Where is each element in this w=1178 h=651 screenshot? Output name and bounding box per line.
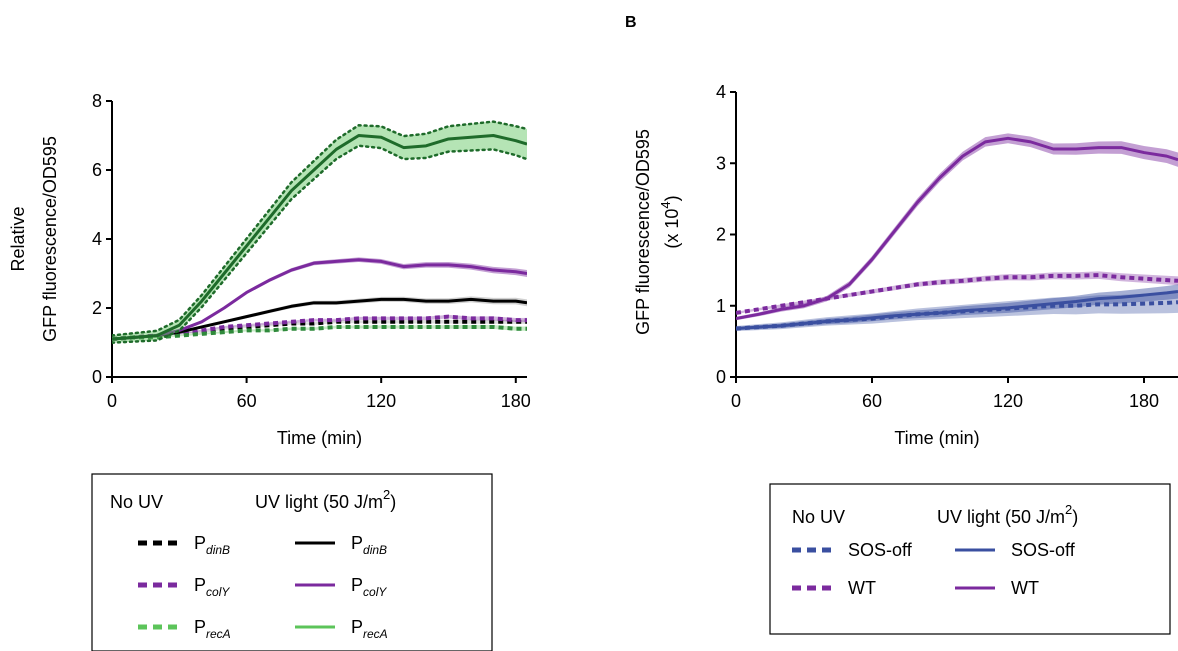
- legend-box: [769, 483, 1171, 635]
- legend-label-uv: PcolY: [351, 575, 387, 599]
- x-tick-label: 0: [107, 391, 117, 411]
- legend-header-uv: UV light (50 J/m2): [937, 502, 1078, 527]
- y-axis-label: GFP fluorescence/OD595: [633, 129, 653, 335]
- legend-label-uv: SOS-off: [1011, 540, 1076, 560]
- legend: No UV UV light (50 J/m2) PdinB PdinB PcolY Pc…: [91, 473, 493, 651]
- series-line-pdinb-uv: [112, 297, 527, 341]
- x-tick-label: 180: [501, 391, 531, 411]
- y-tick-label: 4: [716, 82, 726, 102]
- series-line-preca-no-uv: [112, 324, 527, 342]
- y-tick-label: 6: [92, 160, 102, 180]
- legend-label-uv: PdinB: [351, 533, 387, 557]
- legend-label-no_uv: PrecA: [194, 617, 231, 641]
- legend-header-no-uv: No UV: [792, 507, 845, 527]
- y-tick-label: 2: [92, 298, 102, 318]
- y-tick-label: 1: [716, 296, 726, 316]
- series-line-pdinb-no-uv: [112, 319, 527, 342]
- chart-panel-a: 0 2 4 6 8 0 60 120 180 Time (min) Relative GFP fluo…: [8, 91, 531, 651]
- legend-box: [91, 473, 493, 651]
- plot-area: [736, 133, 1178, 332]
- legend: No UV UV light (50 J/m2) SOS-off SOS-off WT W…: [769, 483, 1171, 635]
- legend-label-no_uv: PcolY: [194, 575, 230, 599]
- panel-label: B: [625, 14, 637, 31]
- x-tick-label: 120: [993, 391, 1023, 411]
- y-tick-label: 0: [716, 367, 726, 387]
- x-tick-label: 180: [1129, 391, 1159, 411]
- series-error-band: [736, 271, 1178, 314]
- legend-label-no_uv: PdinB: [194, 533, 230, 557]
- legend-label-uv: WT: [1011, 578, 1039, 598]
- series-envelope-upper: [112, 120, 527, 337]
- series-error-band: [112, 324, 527, 340]
- x-axis-label: Time (min): [894, 428, 979, 448]
- y-tick-label: 2: [716, 225, 726, 245]
- series-envelope-lower: [112, 144, 527, 344]
- legend-header-no-uv: No UV: [110, 492, 163, 512]
- legend-label-no_uv: WT: [848, 578, 876, 598]
- y-axis-label: Relative: [8, 206, 28, 271]
- y-tick-label: 0: [92, 367, 102, 387]
- legend-header-uv: UV light (50 J/m2): [255, 487, 396, 512]
- y-tick-label: 3: [716, 153, 726, 173]
- series-line-preca-uv: [112, 134, 527, 341]
- legend-label-no_uv: SOS-off: [848, 540, 913, 560]
- y-axis-label: GFP fluorescence/OD595: [40, 136, 60, 342]
- y-axis-label-unit: (x 104): [658, 195, 682, 248]
- series-line-pcoly-uv: [112, 258, 527, 341]
- y-tick-label: 8: [92, 91, 102, 111]
- series-error-band: [112, 121, 527, 343]
- series-error-band: [736, 133, 1178, 321]
- plot-area: [112, 120, 527, 344]
- x-tick-label: 60: [237, 391, 257, 411]
- x-axis-label: Time (min): [277, 428, 362, 448]
- legend-label-uv: PrecA: [351, 617, 388, 641]
- x-tick-label: 0: [731, 391, 741, 411]
- x-tick-label: 60: [862, 391, 882, 411]
- chart-panel-b: B 0 1 2 3 4 0 60 120 180 Time (min) GFP fluorescenc…: [625, 14, 1178, 635]
- x-tick-label: 120: [366, 391, 396, 411]
- y-tick-label: 4: [92, 229, 102, 249]
